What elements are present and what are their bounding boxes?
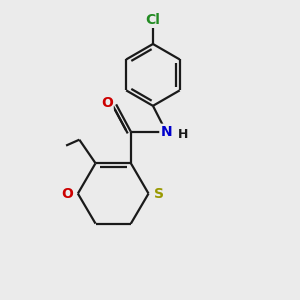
- Text: Cl: Cl: [146, 13, 160, 27]
- Text: O: O: [61, 187, 74, 201]
- Text: O: O: [101, 96, 113, 110]
- Text: S: S: [154, 187, 164, 201]
- Text: H: H: [177, 128, 188, 141]
- Text: N: N: [160, 125, 172, 139]
